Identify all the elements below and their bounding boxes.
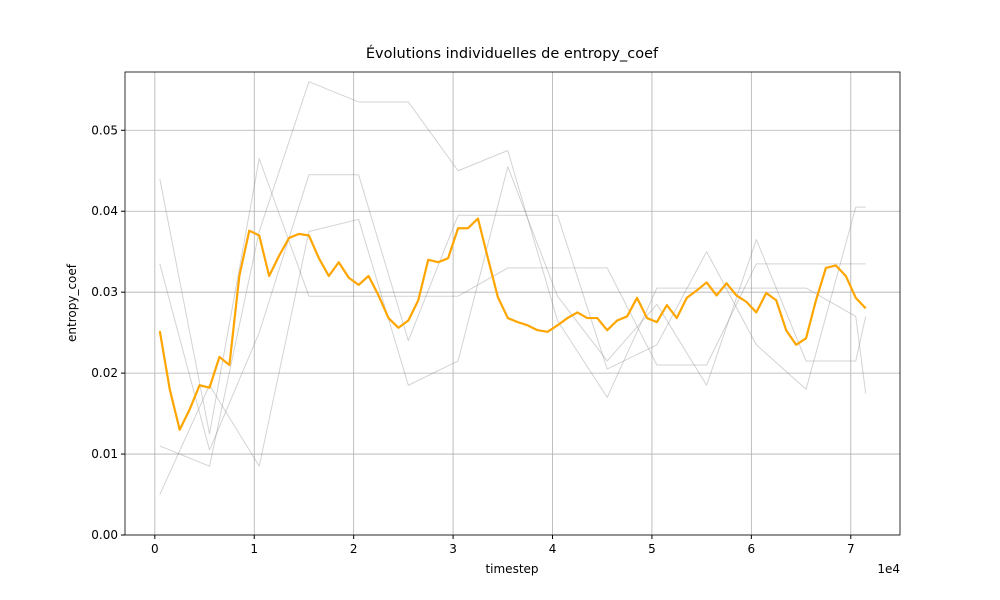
series-line bbox=[159, 158, 866, 435]
x-tick-label: 1 bbox=[250, 542, 258, 556]
x-tick-label: 7 bbox=[847, 542, 855, 556]
ticks: 0 1 2 3 4 5 6 7 0.00 0.01 0.02 0.03 0.04 0.05 bbox=[91, 123, 854, 556]
y-tick-label: 0.04 bbox=[91, 204, 118, 218]
axes-frame bbox=[124, 71, 901, 536]
y-axis-label: entropy_coef bbox=[65, 263, 79, 342]
x-tick-label: 5 bbox=[648, 542, 656, 556]
x-tick-label: 6 bbox=[748, 542, 756, 556]
y-tick-label: 0.03 bbox=[91, 285, 118, 299]
series-line bbox=[159, 81, 867, 467]
plot-area bbox=[158, 81, 867, 495]
chart-title: Évolutions individuelles de entropy_coef bbox=[366, 45, 659, 62]
x-offset-label: 1e4 bbox=[877, 562, 900, 576]
x-tick-label: 4 bbox=[549, 542, 557, 556]
y-tick-label: 0.05 bbox=[91, 123, 118, 137]
series-line bbox=[159, 174, 866, 451]
y-tick-label: 0.02 bbox=[91, 366, 118, 380]
x-tick-label: 3 bbox=[449, 542, 457, 556]
y-tick-label: 0.01 bbox=[91, 447, 118, 461]
x-tick-label: 0 bbox=[151, 542, 159, 556]
x-tick-label: 2 bbox=[350, 542, 358, 556]
y-tick-label: 0.00 bbox=[91, 528, 118, 542]
series-line bbox=[158, 217, 867, 431]
x-axis-label: timestep bbox=[485, 562, 538, 576]
series-line bbox=[159, 166, 867, 495]
